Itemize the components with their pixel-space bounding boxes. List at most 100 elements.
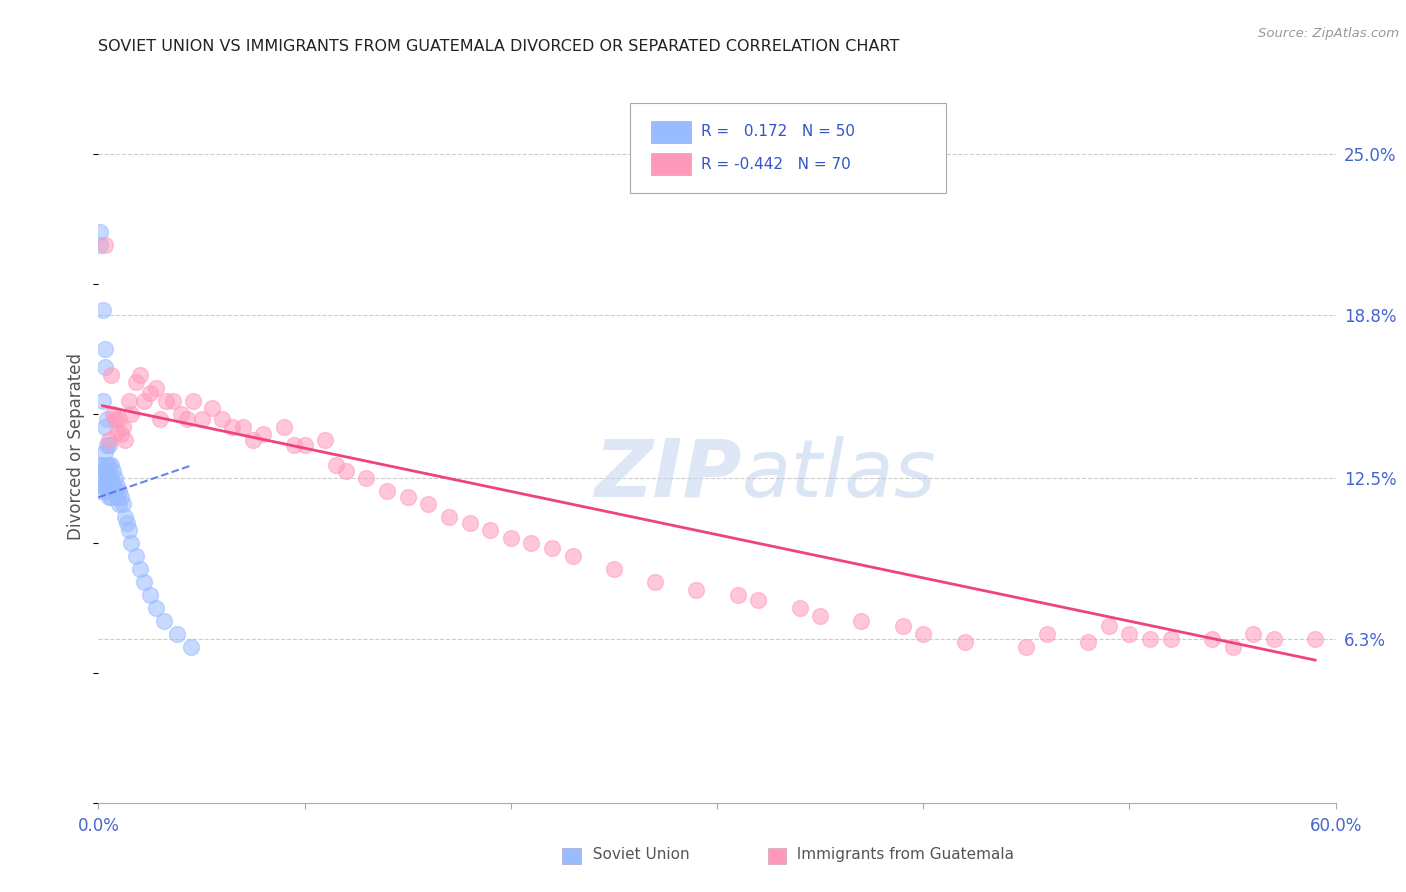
Point [314,433,336,447]
Point [356,471,378,485]
Point [112,419,135,434]
Point [110,427,132,442]
Point [747,593,769,607]
Point [166,627,188,641]
Point [120,407,142,421]
Point [100,471,122,485]
Point [155,393,177,408]
Point [541,541,564,556]
Point [190,411,212,425]
Point [96,438,118,452]
Point [1118,627,1140,641]
Point [108,484,131,499]
Point [1160,632,1182,647]
Point [1303,632,1326,647]
Point [132,575,155,590]
Point [458,516,481,530]
Point [294,438,316,452]
Point [114,510,136,524]
Point [91,393,114,408]
Point [97,438,120,452]
Point [153,614,176,628]
Point [89,471,111,485]
Point [851,614,873,628]
Point [396,490,419,504]
Y-axis label: Divorced or Separated: Divorced or Separated [67,352,86,540]
Point [1077,635,1099,649]
Text: R = -0.442   N = 70: R = -0.442 N = 70 [702,157,851,171]
Point [114,433,136,447]
Point [93,342,115,356]
Point [118,524,141,538]
Point [93,464,115,478]
Text: R =   0.172   N = 50: R = 0.172 N = 50 [702,124,855,139]
Point [117,516,139,530]
Point [93,445,115,459]
Point [1139,632,1161,647]
Point [96,458,118,473]
Point [499,531,522,545]
Point [211,411,233,425]
Point [101,464,124,478]
Point [437,510,460,524]
Point [93,479,115,493]
Point [118,393,141,408]
Point [145,381,167,395]
Point [181,393,204,408]
Text: Immigrants from Guatemala: Immigrants from Guatemala [787,847,1014,862]
Point [124,376,146,390]
Point [727,588,749,602]
Point [1263,632,1285,647]
Point [105,425,128,439]
Point [162,393,184,408]
Point [93,238,115,252]
Point [335,464,357,478]
Point [105,490,128,504]
Point [273,419,295,434]
Point [91,479,114,493]
Point [101,407,124,421]
Point [1241,627,1264,641]
Point [101,479,124,493]
Point [104,471,127,485]
Point [108,411,131,425]
Point [520,536,543,550]
Point [120,536,142,550]
Point [242,433,264,447]
Point [1015,640,1038,654]
Point [1098,619,1121,633]
Point [105,479,128,493]
Point [124,549,146,564]
FancyBboxPatch shape [630,103,946,193]
Point [418,497,440,511]
Text: Source: ZipAtlas.com: Source: ZipAtlas.com [1258,27,1399,40]
Point [97,471,120,485]
Point [96,471,118,485]
Point [170,407,193,421]
Point [97,458,120,473]
Point [93,359,115,374]
Point [93,419,115,434]
Point [145,601,167,615]
Point [252,427,274,442]
Point [139,588,162,602]
Text: Soviet Union: Soviet Union [583,847,690,862]
Point [232,419,254,434]
Point [91,464,114,478]
Point [953,635,976,649]
Point [128,368,150,382]
Point [100,458,122,473]
Point [104,411,127,425]
Point [108,497,131,511]
Point [89,225,111,239]
Point [112,497,135,511]
Point [1222,640,1244,654]
Point [132,393,155,408]
Bar [651,121,692,143]
Point [104,484,127,499]
Point [96,484,118,499]
Point [180,640,202,654]
Point [139,385,162,400]
Bar [651,153,692,175]
Point [561,549,583,564]
